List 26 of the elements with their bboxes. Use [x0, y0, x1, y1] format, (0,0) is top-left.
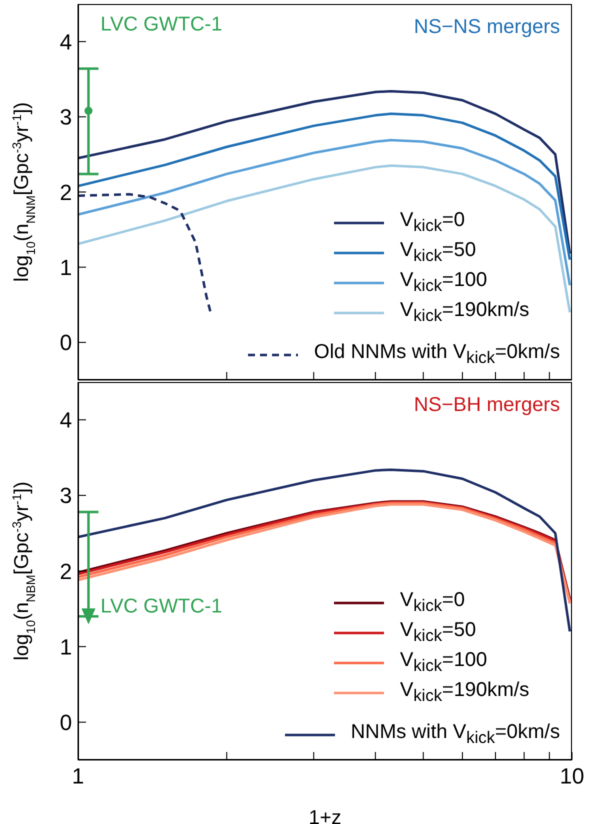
y-tick-label: 4 [60, 29, 72, 54]
legend-label: V$_{kick}$=190km/s [400, 678, 530, 707]
y-tick-label: 4 [60, 408, 72, 433]
series-label: LVC GWTC-1 [100, 595, 222, 618]
y-tick-label: 0 [60, 710, 72, 736]
text: NS−NS mergers [414, 16, 560, 39]
legend-label: Old NNMs with V$_{kick}$=0km/s [314, 340, 560, 369]
legend-label: V$_{kick}$=0 [400, 208, 466, 237]
legend-label: NNMs with V$_{kick}$=0km/s [350, 720, 560, 749]
legend-label: V$_{kick}$=0 [400, 588, 466, 617]
y-tick-label: 0 [60, 330, 72, 356]
y-tick-label: 2 [60, 558, 72, 584]
legend-label: V$_{kick}$=50 [400, 238, 477, 267]
y-tick-label: 1 [60, 634, 72, 660]
y-tick-label: 1 [60, 255, 72, 280]
legend-label: V$_{kick}$=100 [400, 268, 488, 297]
y-tick-label: 2 [60, 180, 72, 205]
legend-label: V$_{kick}$=190km/s [400, 298, 530, 327]
y-tick-label: 3 [60, 483, 72, 508]
legend-label: V$_{kick}$=100 [400, 648, 488, 677]
text: LVC GWTC-1 [100, 14, 222, 36]
y-tick-label: 3 [60, 104, 72, 130]
text: NS−BH mergers [414, 394, 560, 417]
x-tick-label: 10 [560, 764, 584, 789]
x-axis-title: 1+z [308, 807, 342, 824]
legend-label: V$_{kick}$=50 [400, 618, 477, 647]
